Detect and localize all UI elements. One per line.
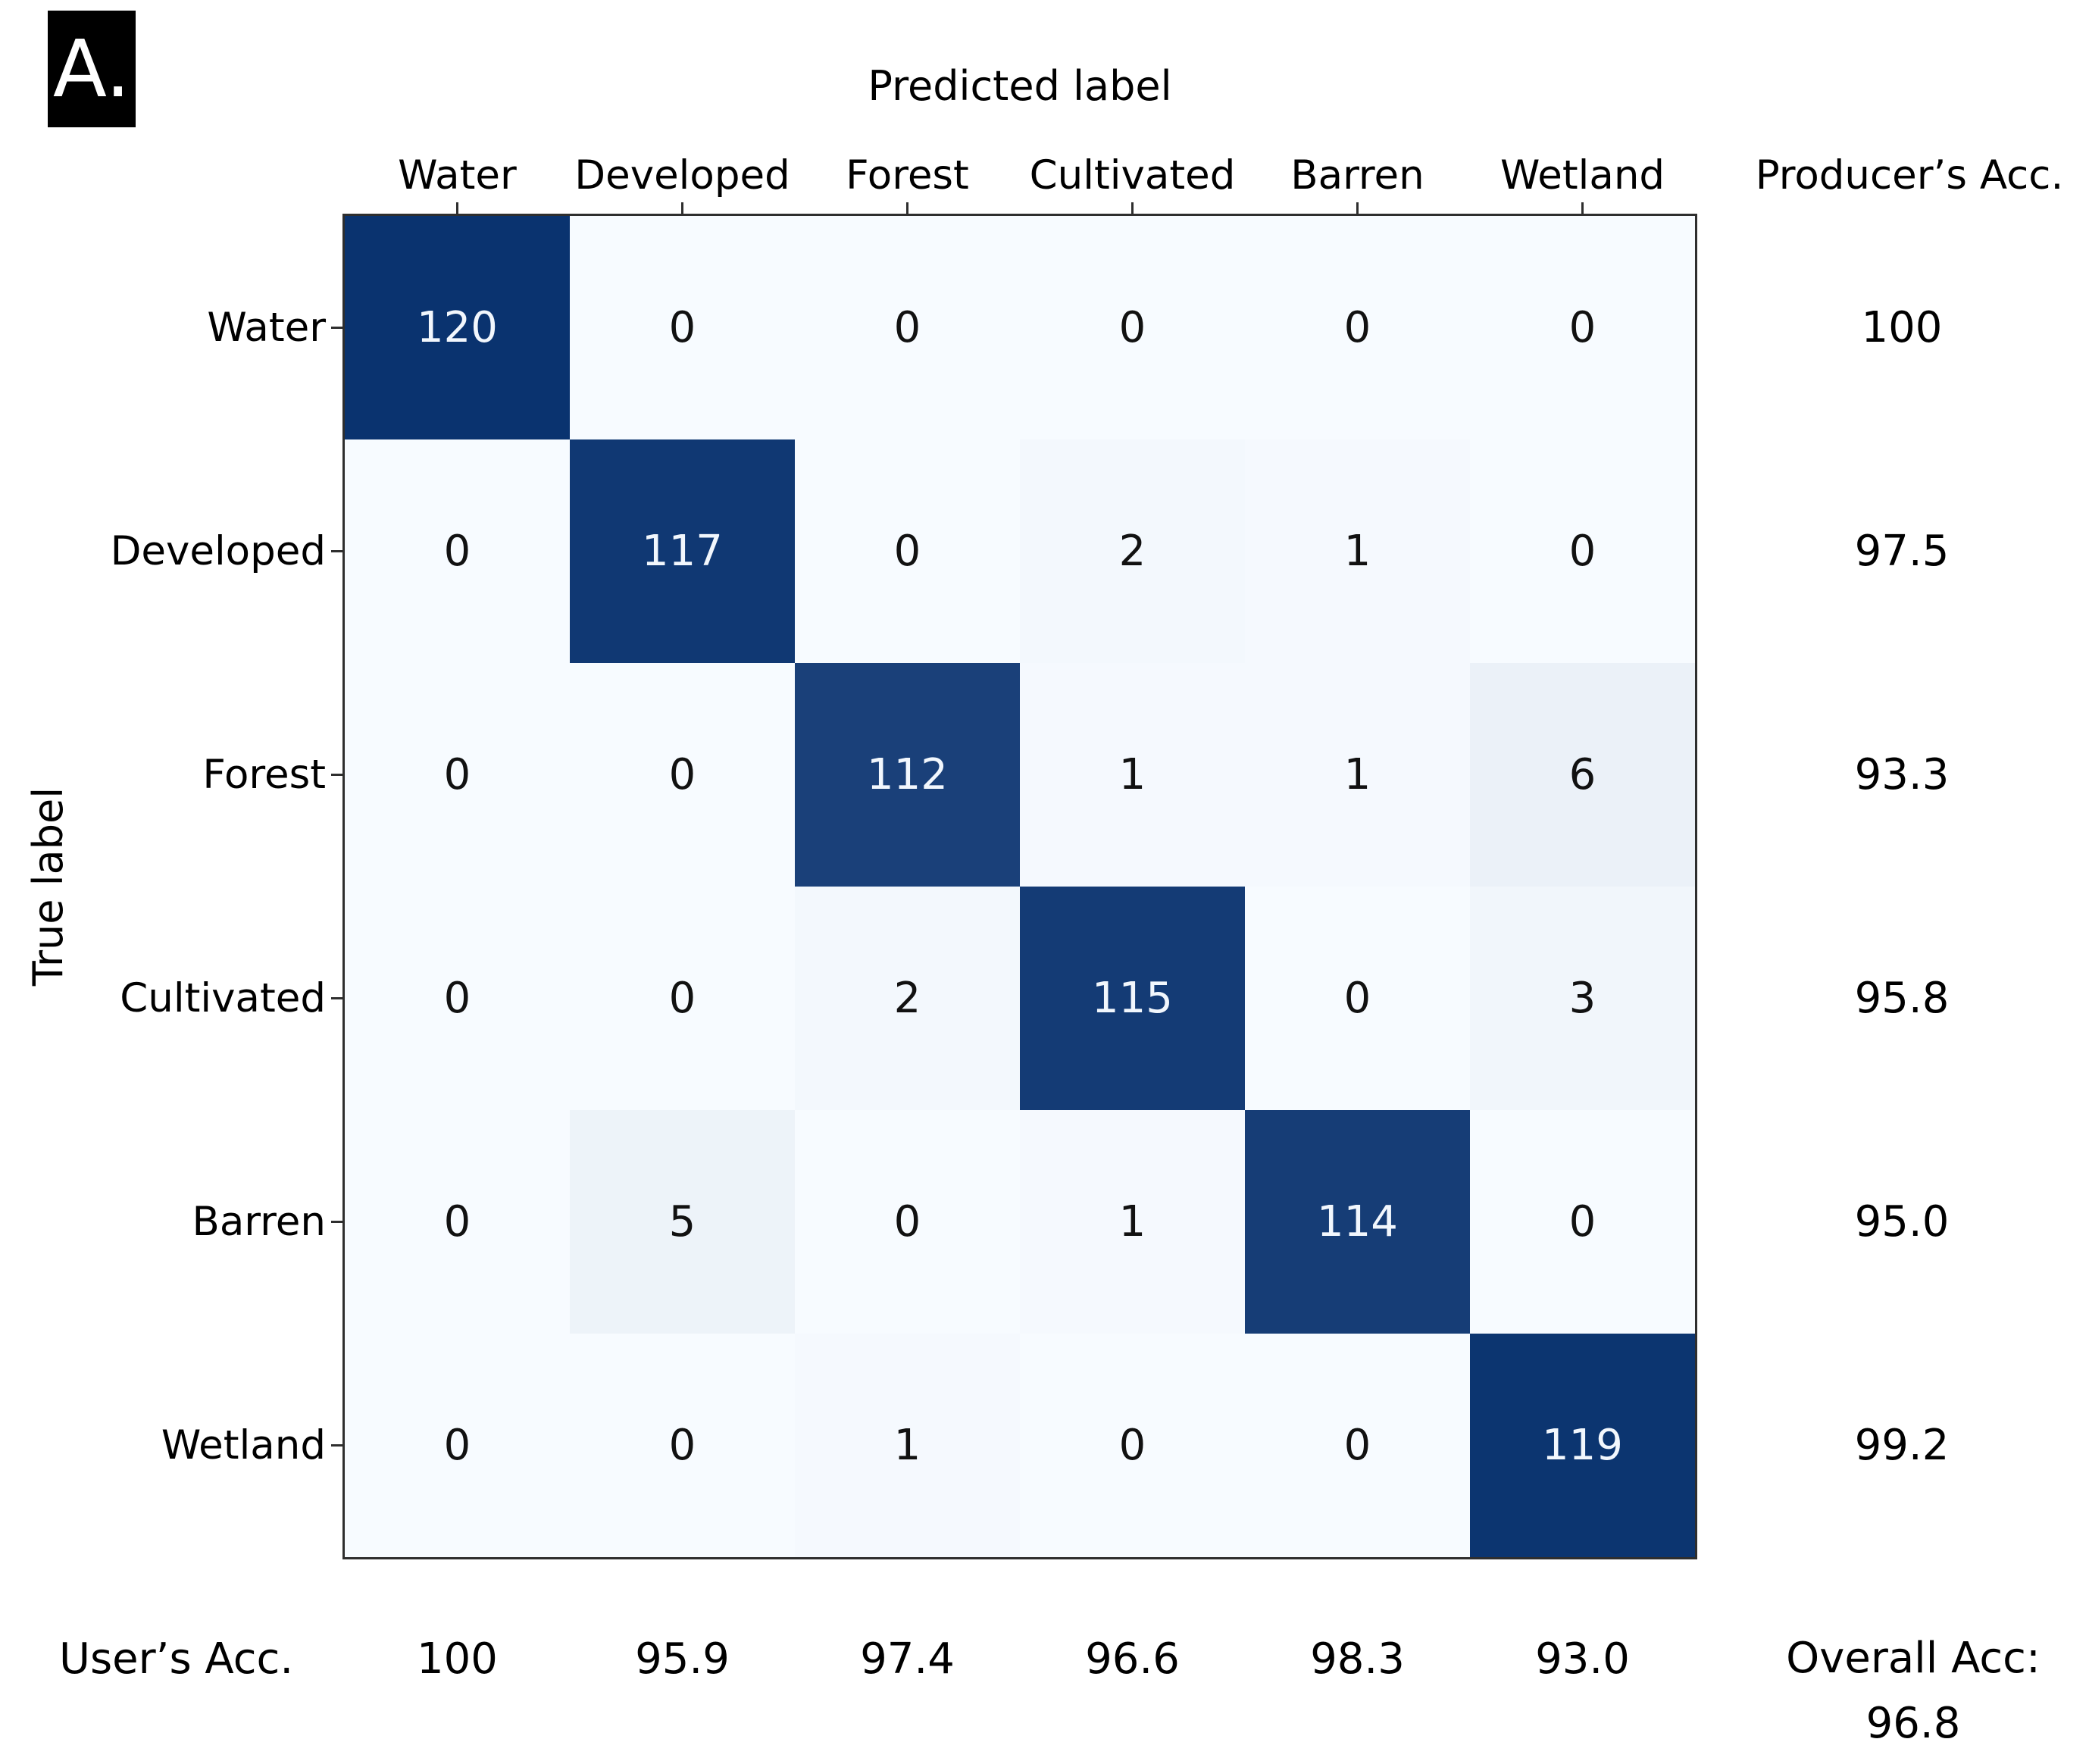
overall-acc-label: Overall Acc: — [1786, 1634, 2041, 1683]
top-tick-forest — [906, 202, 908, 216]
row-label-cultivated: Cultivated — [120, 974, 326, 1021]
left-tick-water — [331, 327, 345, 329]
col-header-barren: Barren — [1290, 152, 1424, 199]
cell-cultivated-wetland: 3 — [1470, 887, 1695, 1110]
cell-developed-barren: 1 — [1245, 439, 1470, 663]
col-header-developed: Developed — [574, 152, 790, 199]
users-acc-value-developed: 95.9 — [635, 1634, 730, 1684]
row-label-wetland: Wetland — [161, 1422, 326, 1468]
cell-wetland-forest: 1 — [795, 1334, 1020, 1557]
panel-label: A. — [52, 23, 131, 115]
producers-acc-value-water: 100 — [1861, 302, 1943, 352]
cell-developed-developed: 117 — [570, 439, 795, 663]
cell-developed-water: 0 — [345, 439, 570, 663]
users-acc-value-forest: 97.4 — [860, 1634, 955, 1684]
panel-badge: A. — [48, 11, 136, 127]
left-tick-forest — [331, 774, 345, 776]
cell-cultivated-barren: 0 — [1245, 887, 1470, 1110]
cell-barren-developed: 5 — [570, 1110, 795, 1334]
cell-wetland-wetland: 119 — [1470, 1334, 1695, 1557]
cell-wetland-barren: 0 — [1245, 1334, 1470, 1557]
producers-acc-value-forest: 93.3 — [1854, 749, 1950, 799]
left-tick-cultivated — [331, 997, 345, 999]
cell-water-water: 120 — [345, 216, 570, 439]
producers-acc-value-developed: 97.5 — [1854, 526, 1950, 576]
row-label-forest: Forest — [202, 751, 326, 798]
users-acc-value-barren: 98.3 — [1310, 1634, 1405, 1684]
users-acc-value-water: 100 — [417, 1634, 498, 1684]
cell-forest-barren: 1 — [1245, 663, 1470, 887]
users-acc-label: User’s Acc. — [59, 1634, 294, 1684]
producers-acc-value-cultivated: 95.8 — [1854, 973, 1950, 1023]
matrix-border — [342, 214, 1697, 1559]
cell-wetland-water: 0 — [345, 1334, 570, 1557]
cell-forest-cultivated: 1 — [1020, 663, 1245, 887]
col-header-wetland: Wetland — [1500, 152, 1665, 199]
cell-developed-cultivated: 2 — [1020, 439, 1245, 663]
top-tick-water — [456, 202, 458, 216]
predicted-label-axis-title: Predicted label — [868, 62, 1172, 110]
top-tick-developed — [681, 202, 683, 216]
cell-wetland-cultivated: 0 — [1020, 1334, 1245, 1557]
col-header-cultivated: Cultivated — [1029, 152, 1236, 199]
overall-acc-block: Overall Acc: 96.8 — [1750, 1626, 2076, 1756]
left-tick-wetland — [331, 1444, 345, 1447]
row-label-water: Water — [207, 304, 326, 351]
cell-cultivated-developed: 0 — [570, 887, 795, 1110]
users-acc-value-wetland: 93.0 — [1535, 1634, 1630, 1684]
producers-acc-value-wetland: 99.2 — [1854, 1420, 1950, 1470]
row-label-developed: Developed — [110, 527, 326, 574]
cell-water-developed: 0 — [570, 216, 795, 439]
cell-wetland-developed: 0 — [570, 1334, 795, 1557]
cell-forest-water: 0 — [345, 663, 570, 887]
cell-barren-barren: 114 — [1245, 1110, 1470, 1334]
left-tick-barren — [331, 1221, 345, 1223]
cell-forest-developed: 0 — [570, 663, 795, 887]
overall-acc-value: 96.8 — [1865, 1699, 1961, 1748]
cell-developed-wetland: 0 — [1470, 439, 1695, 663]
cell-water-wetland: 0 — [1470, 216, 1695, 439]
left-tick-developed — [331, 550, 345, 552]
top-tick-cultivated — [1131, 202, 1134, 216]
producers-acc-header: Producer’s Acc. — [1755, 152, 2064, 199]
cell-developed-forest: 0 — [795, 439, 1020, 663]
cell-barren-water: 0 — [345, 1110, 570, 1334]
col-header-water: Water — [398, 152, 517, 199]
row-label-barren: Barren — [192, 1198, 326, 1245]
cell-barren-forest: 0 — [795, 1110, 1020, 1334]
cell-forest-wetland: 6 — [1470, 663, 1695, 887]
top-tick-barren — [1356, 202, 1359, 216]
cell-barren-cultivated: 1 — [1020, 1110, 1245, 1334]
top-tick-wetland — [1581, 202, 1584, 216]
cell-water-barren: 0 — [1245, 216, 1470, 439]
cell-cultivated-cultivated: 115 — [1020, 887, 1245, 1110]
producers-acc-value-barren: 95.0 — [1854, 1196, 1950, 1246]
cell-water-cultivated: 0 — [1020, 216, 1245, 439]
cell-water-forest: 0 — [795, 216, 1020, 439]
true-label-axis-title: True label — [24, 787, 72, 987]
users-acc-value-cultivated: 96.6 — [1085, 1634, 1180, 1684]
cell-barren-wetland: 0 — [1470, 1110, 1695, 1334]
cell-cultivated-water: 0 — [345, 887, 570, 1110]
cell-cultivated-forest: 2 — [795, 887, 1020, 1110]
cell-forest-forest: 112 — [795, 663, 1020, 887]
col-header-forest: Forest — [846, 152, 969, 199]
